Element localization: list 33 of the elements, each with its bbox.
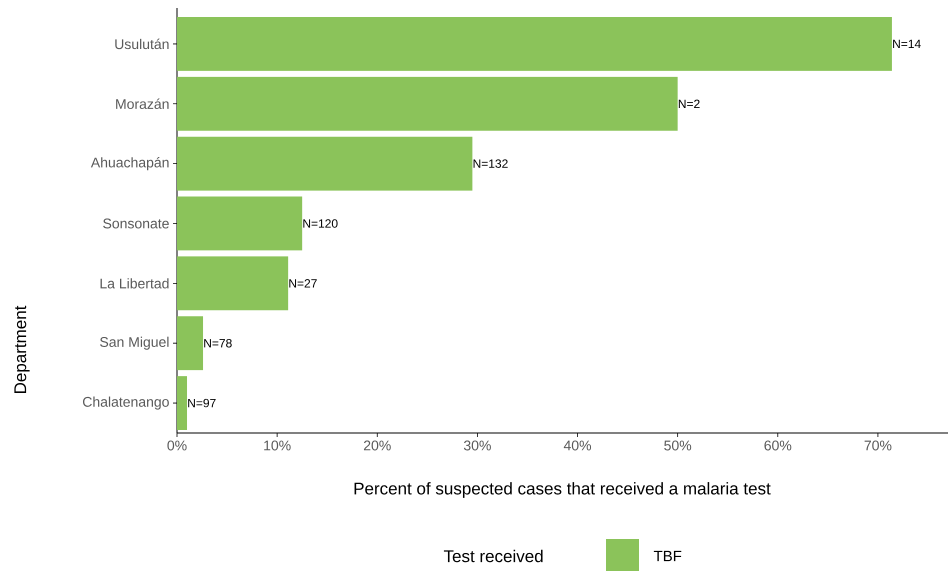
bar <box>177 76 678 131</box>
annotation: N=2 <box>678 100 700 108</box>
annotation: N=132 <box>474 159 508 168</box>
x-tick-label: 50% <box>664 440 692 450</box>
x-axis-title: Percent of suspected cases that received a malaria test <box>354 482 771 498</box>
bar <box>177 16 892 71</box>
bar <box>177 136 472 191</box>
bar <box>177 316 204 370</box>
x-tick-label: 70% <box>864 440 892 450</box>
bar <box>177 196 302 250</box>
y-tick-label: Usulután <box>115 38 169 50</box>
annotation: N=97 <box>188 398 216 408</box>
x-tick-label: 10% <box>264 440 291 450</box>
annotation: N=14 <box>893 40 921 48</box>
x-tick-label: 40% <box>564 440 592 450</box>
y-tick-label: Chalatenango <box>82 396 169 410</box>
bar <box>177 256 288 310</box>
y-axis-title: Department <box>14 306 30 394</box>
y-tick-label: La Libertad <box>100 278 169 288</box>
legend-label: TBF <box>654 550 682 562</box>
bar <box>177 376 188 430</box>
y-tick-label: Sonsonate <box>103 218 169 228</box>
y-tick-label: Morazán <box>116 98 169 109</box>
annotation: N=78 <box>204 338 232 348</box>
y-tick-label: Ahuachapán <box>90 157 169 170</box>
x-tick-label: 0% <box>167 440 187 450</box>
x-tick-label: 60% <box>764 440 792 450</box>
y-tick-label: San Miguel <box>100 336 169 350</box>
x-tick-label: 20% <box>364 440 391 450</box>
annotation: N=27 <box>289 279 317 288</box>
annotation: N=120 <box>303 219 338 228</box>
x-tick-label: 30% <box>464 440 491 450</box>
legend-title: Test received <box>444 550 543 562</box>
